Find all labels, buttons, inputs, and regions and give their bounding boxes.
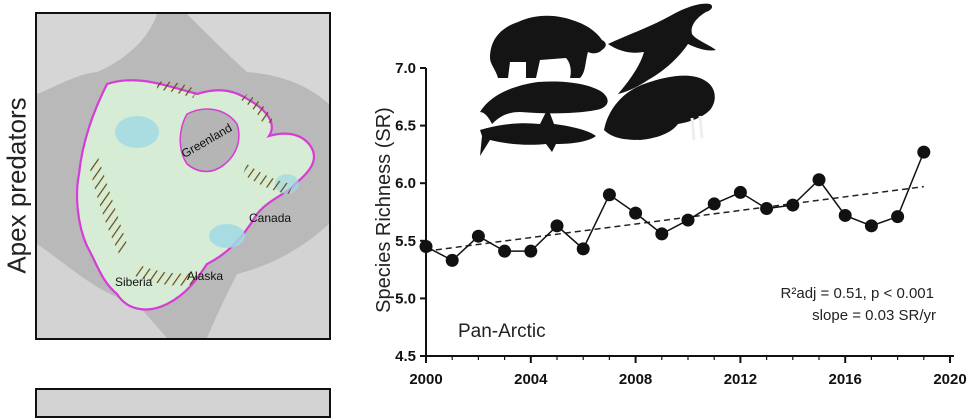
x-tick-label: 2020 [933, 371, 966, 388]
y-tick-label: 4.5 [395, 348, 416, 365]
data-point [786, 198, 800, 212]
data-point [733, 185, 747, 199]
seal-icon [608, 3, 716, 95]
whale-icon [480, 81, 608, 124]
map-label-siberia: Siberia [115, 275, 153, 289]
data-point [891, 210, 905, 224]
data-point [445, 253, 459, 267]
map-label-alaska: Alaska [187, 269, 223, 283]
hotspot [115, 116, 159, 148]
animal-silhouettes [480, 3, 716, 156]
series-line [425, 151, 925, 262]
hotspot [209, 224, 245, 248]
chart-axes: 4.5 5.0 5.5 6.0 6.5 7.0 2000 2004 2008 2012 2016 20… [395, 60, 967, 388]
data-point [707, 197, 721, 211]
data-point [655, 227, 669, 241]
land-mass [37, 244, 167, 338]
greenland-landmass [179, 108, 240, 173]
x-tick-label: 2008 [619, 371, 652, 388]
x-tick-label: 2000 [409, 371, 442, 388]
arctic-map: Greenland Canada Siberia Alaska [37, 14, 329, 338]
y-tick-label: 5.0 [395, 290, 416, 307]
data-point [917, 145, 931, 159]
stats-slope: slope = 0.03 SR/yr [812, 307, 936, 324]
trend-line-layer [425, 185, 924, 252]
data-point [864, 219, 878, 233]
data-point [681, 213, 695, 227]
data-point [576, 242, 590, 256]
x-tick-label: 2012 [724, 371, 757, 388]
land-mass [187, 14, 329, 104]
data-point [629, 206, 643, 220]
species-richness-chart: 4.5 5.0 5.5 6.0 6.5 7.0 2000 2004 2008 2012 2016 20… [340, 0, 980, 400]
walrus-icon [604, 75, 715, 141]
map-label-canada: Canada [249, 211, 291, 225]
shark-icon [480, 108, 596, 156]
chart-svg: 4.5 5.0 5.5 6.0 6.5 7.0 2000 2004 2008 2012 2016 20… [373, 3, 967, 388]
data-point [550, 219, 564, 233]
row-label: Apex predators [0, 20, 34, 350]
trend-line [425, 185, 924, 252]
series-layer [419, 145, 931, 267]
data-point [812, 173, 826, 187]
arctic-map-panel: Greenland Canada Siberia Alaska [35, 12, 331, 340]
data-point [419, 240, 433, 254]
polar-bear-icon [490, 15, 606, 79]
data-point [471, 229, 485, 243]
y-tick-label: 6.5 [395, 118, 416, 135]
x-tick-label: 2016 [829, 371, 862, 388]
data-point [524, 244, 538, 258]
stats-r2: R²adj = 0.51, p < 0.001 [781, 285, 934, 302]
y-tick-label: 5.5 [395, 233, 416, 250]
y-tick-label: 7.0 [395, 60, 416, 77]
hatched-zone [241, 94, 273, 124]
data-point [760, 202, 774, 216]
second-map-panel [35, 388, 331, 418]
data-point [498, 244, 512, 258]
y-tick-label: 6.0 [395, 175, 416, 192]
land-mass [37, 14, 157, 94]
x-tick-label: 2004 [514, 371, 548, 388]
row-label-text: Apex predators [1, 96, 32, 274]
data-point [838, 208, 852, 222]
hatched-zone [135, 264, 197, 286]
y-axis-title: Species Richness (SR) [373, 107, 395, 313]
hatched-zone [243, 164, 293, 194]
hatched-zone [157, 81, 197, 98]
land-mass [207, 224, 329, 338]
region-label: Pan-Arctic [458, 321, 546, 342]
data-point [602, 188, 616, 202]
hatched-zone [89, 154, 127, 254]
